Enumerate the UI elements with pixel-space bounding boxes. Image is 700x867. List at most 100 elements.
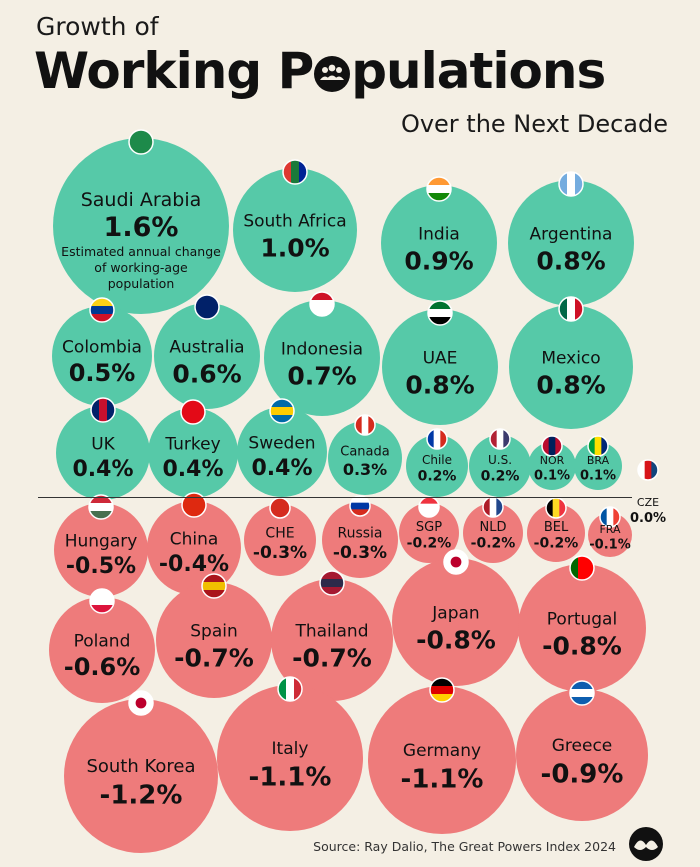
annotation-line: population: [108, 276, 175, 291]
thailand-flag: [319, 570, 345, 596]
bubble-value-greece: -0.9%: [541, 759, 624, 789]
bubble-value-nor: 0.1%: [534, 469, 570, 484]
bubble-label-fra: FRA: [599, 523, 621, 536]
hungary-flag: [88, 494, 114, 520]
bubble-circle-australia: [154, 303, 260, 409]
bubble-label-italy: Italy: [272, 739, 309, 759]
annotation-line: Estimated annual change: [61, 244, 221, 259]
bubble-label-thailand: Thailand: [294, 621, 368, 641]
germany-flag: [429, 677, 455, 703]
bubble-germany: Germany -1.1%: [368, 677, 516, 834]
switzerland-flag: [269, 497, 291, 519]
spain-flag: [201, 573, 227, 599]
bubble-label-mexico: Mexico: [541, 348, 600, 368]
visual-capitalist-logo: [629, 827, 663, 861]
bubble-circle-south-africa: [233, 168, 357, 292]
title-line-1: Growth of: [36, 12, 159, 41]
saudi-arabia-flag: [128, 129, 154, 155]
belgium-flag: [545, 497, 567, 519]
bubble-value-uae: 0.8%: [405, 370, 474, 399]
bubble-cze: CZE 0.0%: [630, 459, 666, 526]
bubble-circle-uae: [382, 309, 498, 425]
bubble-label-sweden: Sweden: [248, 434, 315, 454]
bubble-label-greece: Greece: [552, 736, 613, 756]
poland-flag: [89, 588, 115, 614]
india-flag: [426, 176, 452, 202]
bubble-fra: FRA -0.1%: [588, 506, 632, 557]
bubble-circle-colombia: [52, 306, 152, 406]
bubble-label-nld: NLD: [480, 520, 507, 535]
bubble-circle-nld: [463, 503, 523, 563]
bubble-value-japan: -0.8%: [416, 625, 496, 654]
bubble-thailand: Thailand-0.7%: [271, 570, 393, 701]
bubble-circle-hungary: [54, 503, 148, 597]
bubble-value-bra: 0.1%: [580, 469, 616, 484]
bubble-label-australia: Australia: [169, 337, 244, 357]
czechia-flag: [637, 459, 659, 481]
bubble-circle-mexico: [509, 305, 633, 429]
bubble-circle-china: [147, 501, 241, 595]
bubble-che: CHE -0.3%: [244, 497, 316, 576]
bubble-label-che: CHE: [265, 525, 294, 541]
bubble-circle-thailand: [271, 579, 393, 701]
bubble-value-chile: 0.2%: [418, 469, 457, 485]
bubble-value-uk: 0.4%: [72, 457, 133, 482]
netherlands-flag: [482, 496, 504, 518]
bubble-uk: UK0.4%: [56, 397, 150, 500]
bubble-value-india: 0.9%: [404, 246, 473, 275]
bubble-nld: NLD-0.2%: [463, 496, 523, 563]
bubble-label-nor: NOR: [540, 454, 565, 467]
singapore-flag: [418, 496, 440, 518]
bubble-value-fra: -0.1%: [589, 538, 630, 553]
bubble-value-china: -0.4%: [159, 552, 229, 577]
bubble-label-bel: BEL: [544, 520, 569, 535]
bubble-value-argentina: 0.8%: [536, 246, 605, 275]
bubble-italy: Italy -1.1%: [217, 676, 363, 831]
greece-flag: [569, 680, 595, 706]
bubble-label-india: India: [418, 224, 460, 244]
title-line-2: Working P pulations: [34, 42, 606, 100]
bubble-circle-portugal: [518, 564, 646, 692]
bubble-circle-turkey: [148, 408, 238, 498]
bubble-value-hungary: -0.5%: [66, 554, 136, 579]
bubble-circle-poland: [49, 597, 155, 703]
bubble-circle-bra: [574, 442, 622, 490]
bubble-circle-italy: [217, 685, 363, 831]
bubble-label-poland: Poland: [74, 631, 131, 651]
bubble-circle-chile: [406, 435, 468, 497]
indonesia-flag: [309, 291, 335, 317]
bubble-label-south-korea: South Korea: [86, 756, 195, 777]
bubble-chile: Chile 0.2%: [406, 428, 468, 497]
russia-flag: [349, 495, 371, 517]
bubble-value-saudi-arabia: 1.6%: [104, 212, 179, 243]
bubble-circle-greece: [516, 689, 648, 821]
bubble-label-germany: Germany: [403, 741, 481, 761]
sweden-flag: [269, 398, 295, 424]
bubble-circle-japan: [392, 558, 520, 686]
brazil-flag: [587, 435, 609, 457]
bubble-label-uae: UAE: [423, 348, 458, 368]
bubble-circle-argentina: [508, 180, 634, 306]
bubble-value-u-s: 0.2%: [481, 469, 520, 485]
bubble-label-indonesia: Indonesia: [281, 339, 363, 359]
uk-flag: [90, 397, 116, 423]
china-flag: [181, 492, 207, 518]
bubble-label-uk: UK: [91, 435, 115, 455]
bubble-circle-russia: [322, 502, 398, 578]
bubble-value-mexico: 0.8%: [536, 370, 605, 399]
bubble-value-spain: -0.7%: [174, 643, 254, 672]
bubble-value-nld: -0.2%: [471, 536, 516, 552]
bubble-label-chile: Chile: [422, 453, 452, 467]
south-africa-flag: [282, 159, 308, 185]
zero-divider-line: [38, 497, 632, 498]
title-line-2-suffix: pulations: [351, 42, 606, 100]
mexico-flag: [558, 296, 584, 322]
bubble-label-japan: Japan: [431, 603, 479, 623]
